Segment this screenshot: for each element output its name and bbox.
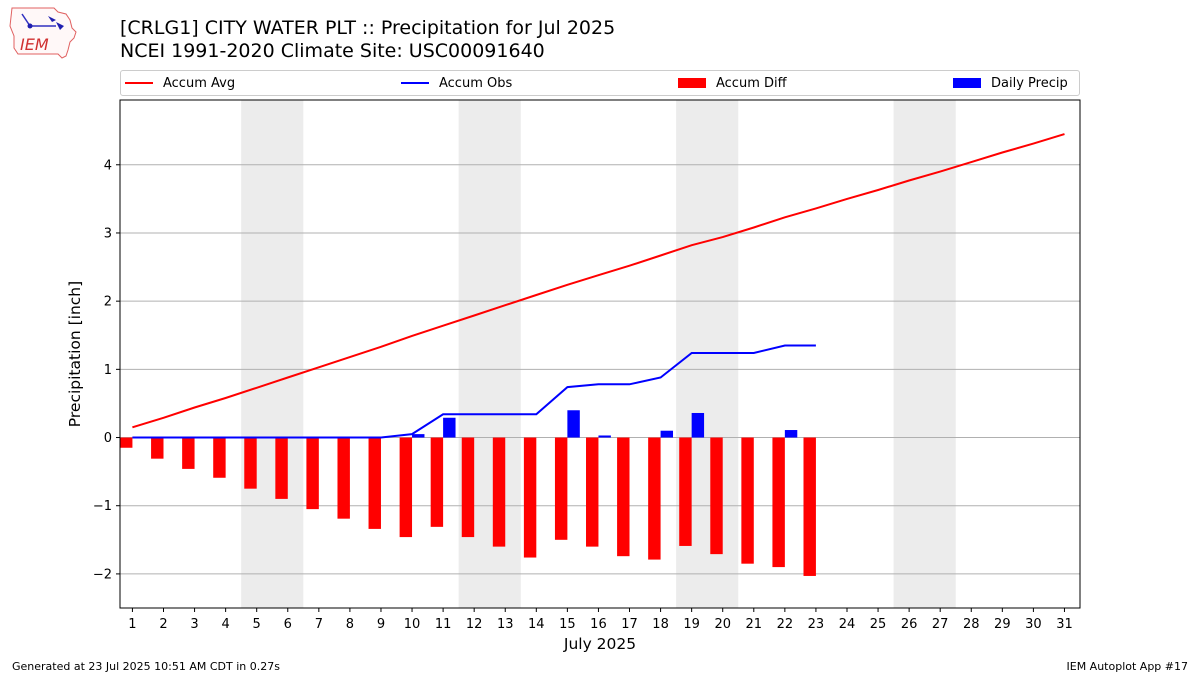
legend-label-daily-precip: Daily Precip [991, 75, 1068, 91]
x-tick-label: 26 [901, 617, 918, 632]
accum-diff-bar [710, 437, 723, 555]
accum-diff-bar [275, 437, 288, 499]
accum-diff-bar [523, 437, 537, 558]
x-tick-label: 24 [839, 617, 856, 632]
accum-diff-bar [399, 437, 413, 538]
x-axis-label: July 2025 [563, 635, 636, 653]
x-tick-label: 18 [652, 617, 669, 632]
legend-swatch-accum-obs [401, 82, 429, 84]
iem-logo: IEM [9, 7, 77, 59]
x-tick-label: 21 [746, 617, 763, 632]
accum-diff-bar [554, 437, 568, 540]
legend-swatch-daily-precip [953, 78, 981, 88]
daily-precip-bar [598, 435, 611, 438]
y-tick-label: 0 [104, 431, 112, 446]
daily-precip-bar [784, 430, 798, 438]
daily-precip-bar [443, 417, 456, 438]
chart-title: [CRLG1] CITY WATER PLT :: Precipitation … [120, 17, 616, 39]
x-tick-label: 7 [315, 617, 323, 632]
x-tick-label: 19 [683, 617, 700, 632]
accum-diff-bar [803, 437, 816, 576]
daily-precip-bar [412, 434, 425, 438]
y-tick-label: 4 [104, 158, 112, 173]
accum-diff-bar [772, 437, 785, 568]
x-tick-label: 16 [590, 617, 607, 632]
accum-diff-bar [648, 437, 661, 560]
x-tick-label: 1 [128, 617, 136, 632]
accum-diff-bar [430, 437, 444, 527]
x-tick-label: 2 [159, 617, 167, 632]
x-tick-label: 30 [1025, 617, 1042, 632]
x-tick-label: 31 [1056, 617, 1073, 632]
accum-diff-bar [306, 437, 319, 510]
accum-diff-bar [182, 437, 195, 469]
accum-diff-bar [461, 437, 475, 538]
legend: Accum Avg Accum Obs Accum Diff Daily Pre… [120, 70, 1080, 96]
accum-diff-bar [679, 437, 692, 546]
accum-diff-bar [741, 437, 754, 564]
x-tick-label: 5 [253, 617, 261, 632]
daily-precip-bar [567, 410, 580, 438]
chart-subtitle: NCEI 1991-2020 Climate Site: USC00091640 [120, 40, 545, 62]
legend-label-accum-obs: Accum Obs [439, 75, 513, 91]
accum-diff-bar [213, 437, 226, 478]
legend-item-accum-obs: Accum Obs [401, 74, 512, 92]
daily-precip-bar [660, 430, 674, 438]
y-tick-label: 2 [104, 295, 112, 310]
x-tick-label: 25 [870, 617, 887, 632]
y-tick-label: −1 [93, 499, 112, 514]
accum-diff-bar [151, 437, 164, 459]
x-tick-label: 15 [559, 617, 576, 632]
x-tick-label: 6 [284, 617, 292, 632]
accum-obs-line [132, 344, 816, 439]
accum-diff-bar [244, 437, 257, 489]
daily-precip-bar [691, 412, 705, 438]
legend-label-accum-avg: Accum Avg [163, 75, 236, 91]
legend-swatch-accum-diff [678, 78, 706, 88]
x-tick-label: 14 [528, 617, 545, 632]
x-tick-label: 11 [435, 617, 452, 632]
y-tick-label: 3 [104, 226, 112, 241]
accum-diff-bar [120, 437, 133, 448]
legend-item-accum-avg: Accum Avg [125, 74, 235, 92]
x-tick-label: 29 [994, 617, 1011, 632]
x-tick-label: 17 [621, 617, 638, 632]
y-tick-label: 1 [104, 363, 112, 378]
weekend-band [893, 100, 956, 608]
x-tick-label: 22 [777, 617, 794, 632]
x-tick-label: 8 [346, 617, 354, 632]
legend-label-accum-diff: Accum Diff [716, 75, 787, 91]
x-tick-label: 13 [497, 617, 514, 632]
accum-diff-bar [617, 437, 630, 557]
x-tick-label: 23 [808, 617, 825, 632]
x-tick-label: 20 [714, 617, 731, 632]
accum-diff-bar [368, 437, 381, 529]
y-axis-label: Precipitation [inch] [66, 281, 84, 427]
plot-frame [119, 99, 1081, 609]
y-tick-label: −2 [93, 567, 112, 582]
accum-avg-line [132, 133, 1065, 429]
accum-diff-bar [492, 437, 506, 547]
x-tick-label: 28 [963, 617, 980, 632]
x-tick-label: 10 [404, 617, 421, 632]
x-tick-label: 3 [190, 617, 198, 632]
accum-diff-bar [586, 437, 599, 547]
app-note: IEM Autoplot App #17 [1066, 660, 1189, 673]
generated-note: Generated at 23 Jul 2025 10:51 AM CDT in… [12, 660, 280, 673]
x-tick-label: 4 [221, 617, 229, 632]
accum-diff-bar [337, 437, 350, 519]
legend-item-accum-diff: Accum Diff [678, 74, 787, 92]
x-tick-label: 9 [377, 617, 385, 632]
weekend-band [241, 100, 304, 608]
legend-swatch-accum-avg [125, 82, 153, 84]
logo-text: IEM [20, 35, 49, 54]
x-tick-label: 12 [466, 617, 483, 632]
legend-item-daily-precip: Daily Precip [953, 74, 1068, 92]
x-tick-label: 27 [932, 617, 949, 632]
